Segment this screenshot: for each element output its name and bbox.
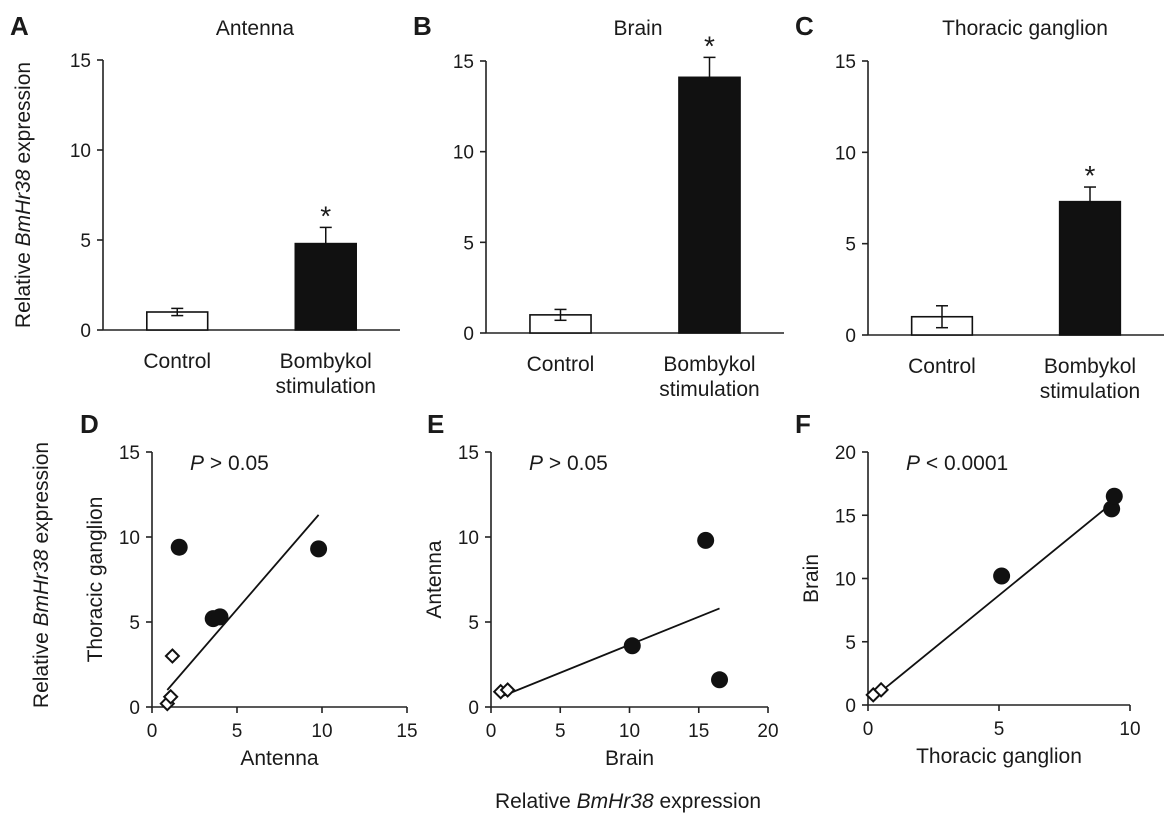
category-label: stimulation	[1040, 380, 1140, 403]
y-tick-label: 15	[835, 506, 856, 527]
y-tick-label: 15	[70, 51, 91, 72]
p-value-annotation: P > 0.05	[529, 452, 608, 475]
bar	[294, 242, 357, 331]
x-tick-label: 10	[1119, 719, 1140, 740]
y-tick-label: 20	[835, 443, 856, 464]
x-tick-label: 5	[994, 719, 1005, 740]
y-axis-label: Brain	[800, 554, 823, 603]
data-point-open	[499, 682, 516, 698]
data-point-filled	[310, 540, 328, 558]
shared-y-label-bottom: Relative BmHr38 expression	[30, 442, 53, 708]
data-point-filled	[711, 671, 729, 689]
y-tick-label: 5	[845, 235, 856, 256]
shared-x-label-bottom: Relative BmHr38 expression	[495, 790, 761, 813]
panel-letter-b: B	[413, 11, 432, 41]
data-point-open	[164, 648, 181, 664]
x-axis-label: Brain	[605, 747, 654, 770]
y-axis-label: Thoracic ganglion	[84, 497, 107, 663]
category-label: Control	[908, 355, 976, 378]
panel-e: E 0 5 10 15 0 5 10 15 20 P > 0.05 Brain Antenna Relat…	[423, 409, 779, 813]
category-label: Bombykol	[663, 353, 755, 376]
data-point-open	[162, 688, 179, 705]
data-point-filled	[211, 608, 229, 626]
category-label: stimulation	[659, 378, 759, 401]
x-axis-label: Thoracic ganglion	[916, 745, 1082, 768]
y-tick-label: 15	[458, 443, 479, 464]
panel-title: Thoracic ganglion	[942, 17, 1108, 40]
p-value-annotation: P < 0.0001	[906, 452, 1008, 475]
y-tick-label: 5	[463, 233, 474, 254]
y-axis-label: Antenna	[423, 540, 446, 619]
category-label: Control	[527, 353, 595, 376]
significance-star: *	[704, 30, 715, 61]
y-tick-label: 0	[845, 326, 856, 347]
y-tick-label: 5	[129, 613, 140, 634]
trend-line	[166, 514, 320, 691]
trend-line	[500, 607, 720, 698]
panel-letter-a: A	[10, 11, 29, 41]
y-tick-label: 5	[80, 231, 91, 252]
y-tick-label: 0	[463, 324, 474, 345]
data-point-filled	[170, 538, 188, 556]
y-tick-label: 15	[453, 52, 474, 73]
data-point-filled	[697, 531, 715, 549]
x-tick-label: 0	[147, 721, 158, 742]
y-tick-label: 10	[70, 141, 91, 162]
data-point-filled	[623, 637, 641, 655]
panel-d: D 0 5 10 15 0 5 10 15 P > 0.05 Antenna Thoracic gan…	[30, 409, 418, 770]
data-point-filled	[1103, 500, 1121, 518]
x-tick-label: 0	[486, 721, 497, 742]
panel-letter-e: E	[427, 409, 444, 439]
y-tick-label: 10	[119, 528, 140, 549]
y-tick-label: 0	[468, 698, 479, 719]
shared-y-label-top: Relative BmHr38 expression	[12, 62, 35, 328]
significance-star: *	[1085, 160, 1096, 191]
y-tick-label: 10	[453, 143, 474, 164]
data-point-filled	[1105, 487, 1123, 505]
category-label: Control	[143, 350, 211, 373]
significance-star: *	[320, 200, 331, 231]
y-tick-label: 5	[468, 613, 479, 634]
bar	[1058, 200, 1122, 336]
y-tick-label: 15	[119, 443, 140, 464]
y-tick-label: 0	[129, 698, 140, 719]
y-tick-label: 10	[835, 143, 856, 164]
bar	[678, 76, 741, 334]
category-label: Bombykol	[1044, 355, 1136, 378]
x-tick-label: 5	[232, 721, 243, 742]
x-tick-label: 10	[619, 721, 640, 742]
x-tick-label: 15	[396, 721, 417, 742]
panel-letter-f: F	[795, 409, 811, 439]
panel-a: A 0 5 10 15 Antenna Control * Bombykolstimulatio…	[10, 11, 400, 398]
y-tick-label: 15	[835, 52, 856, 73]
trend-line	[870, 500, 1115, 701]
x-tick-label: 20	[757, 721, 778, 742]
x-tick-label: 10	[311, 721, 332, 742]
y-tick-label: 0	[80, 321, 91, 342]
x-tick-label: 5	[555, 721, 566, 742]
panel-letter-c: C	[795, 11, 814, 41]
panel-letter-d: D	[80, 409, 99, 439]
category-label: Bombykol	[280, 350, 372, 373]
x-tick-label: 15	[688, 721, 709, 742]
data-point-open	[873, 681, 890, 698]
y-tick-label: 0	[845, 696, 856, 717]
category-label: stimulation	[276, 375, 376, 398]
y-tick-label: 5	[845, 633, 856, 654]
x-axis-label: Antenna	[240, 747, 319, 770]
data-point-filled	[993, 567, 1011, 585]
y-tick-label: 10	[835, 570, 856, 591]
panel-f: F 0 5 10 15 20 0 5 10 P < 0.0001 Thoracic ganglion…	[795, 409, 1141, 768]
panel-title: Brain	[613, 17, 662, 40]
panel-title: Antenna	[216, 17, 295, 40]
panel-c: C 0 5 10 15 Thoracic ganglion Control * Bombykol…	[795, 11, 1164, 403]
y-tick-label: 10	[458, 528, 479, 549]
x-tick-label: 0	[863, 719, 874, 740]
p-value-annotation: P > 0.05	[190, 452, 269, 475]
